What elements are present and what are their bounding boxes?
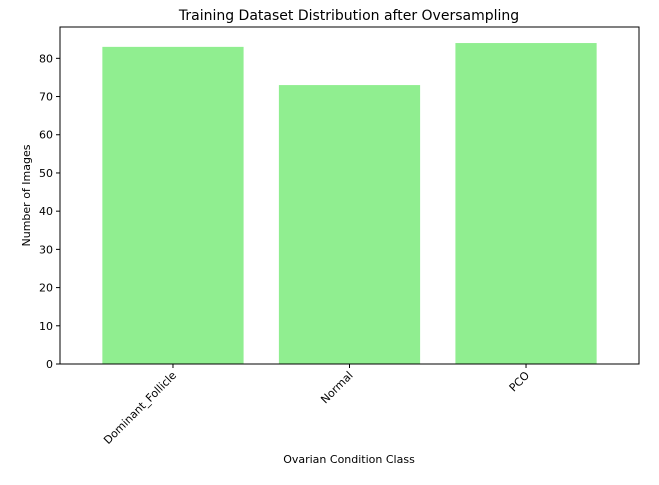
y-tick-label: 70 <box>39 91 53 104</box>
bars-group <box>102 43 597 365</box>
x-axis: Dominant_Follicle Normal PCO <box>101 364 532 447</box>
plot-frame <box>59 26 640 365</box>
y-tick-label: 40 <box>39 205 53 218</box>
y-tick-label: 10 <box>39 320 53 333</box>
x-axis-label: Ovarian Condition Class <box>283 453 415 466</box>
y-axis-label: Number of Images <box>20 144 33 246</box>
y-tick-label: 60 <box>39 129 53 142</box>
y-tick-label: 30 <box>39 243 53 256</box>
chart-title: Training Dataset Distribution after Over… <box>178 8 519 24</box>
bar-pco <box>455 43 597 365</box>
y-tick-label: 20 <box>39 282 53 295</box>
y-tick-label: 80 <box>39 52 53 65</box>
bar-normal <box>278 85 421 365</box>
y-tick-label: 50 <box>39 167 53 180</box>
bar-dominant-follicle <box>102 46 244 365</box>
y-tick-label: 0 <box>46 358 53 371</box>
x-tick-label: Normal <box>318 369 355 406</box>
x-tick-label: Dominant_Follicle <box>101 369 179 447</box>
x-tick-label: PCO <box>507 369 533 395</box>
y-axis: 0 10 20 30 40 50 60 70 80 <box>39 52 60 371</box>
